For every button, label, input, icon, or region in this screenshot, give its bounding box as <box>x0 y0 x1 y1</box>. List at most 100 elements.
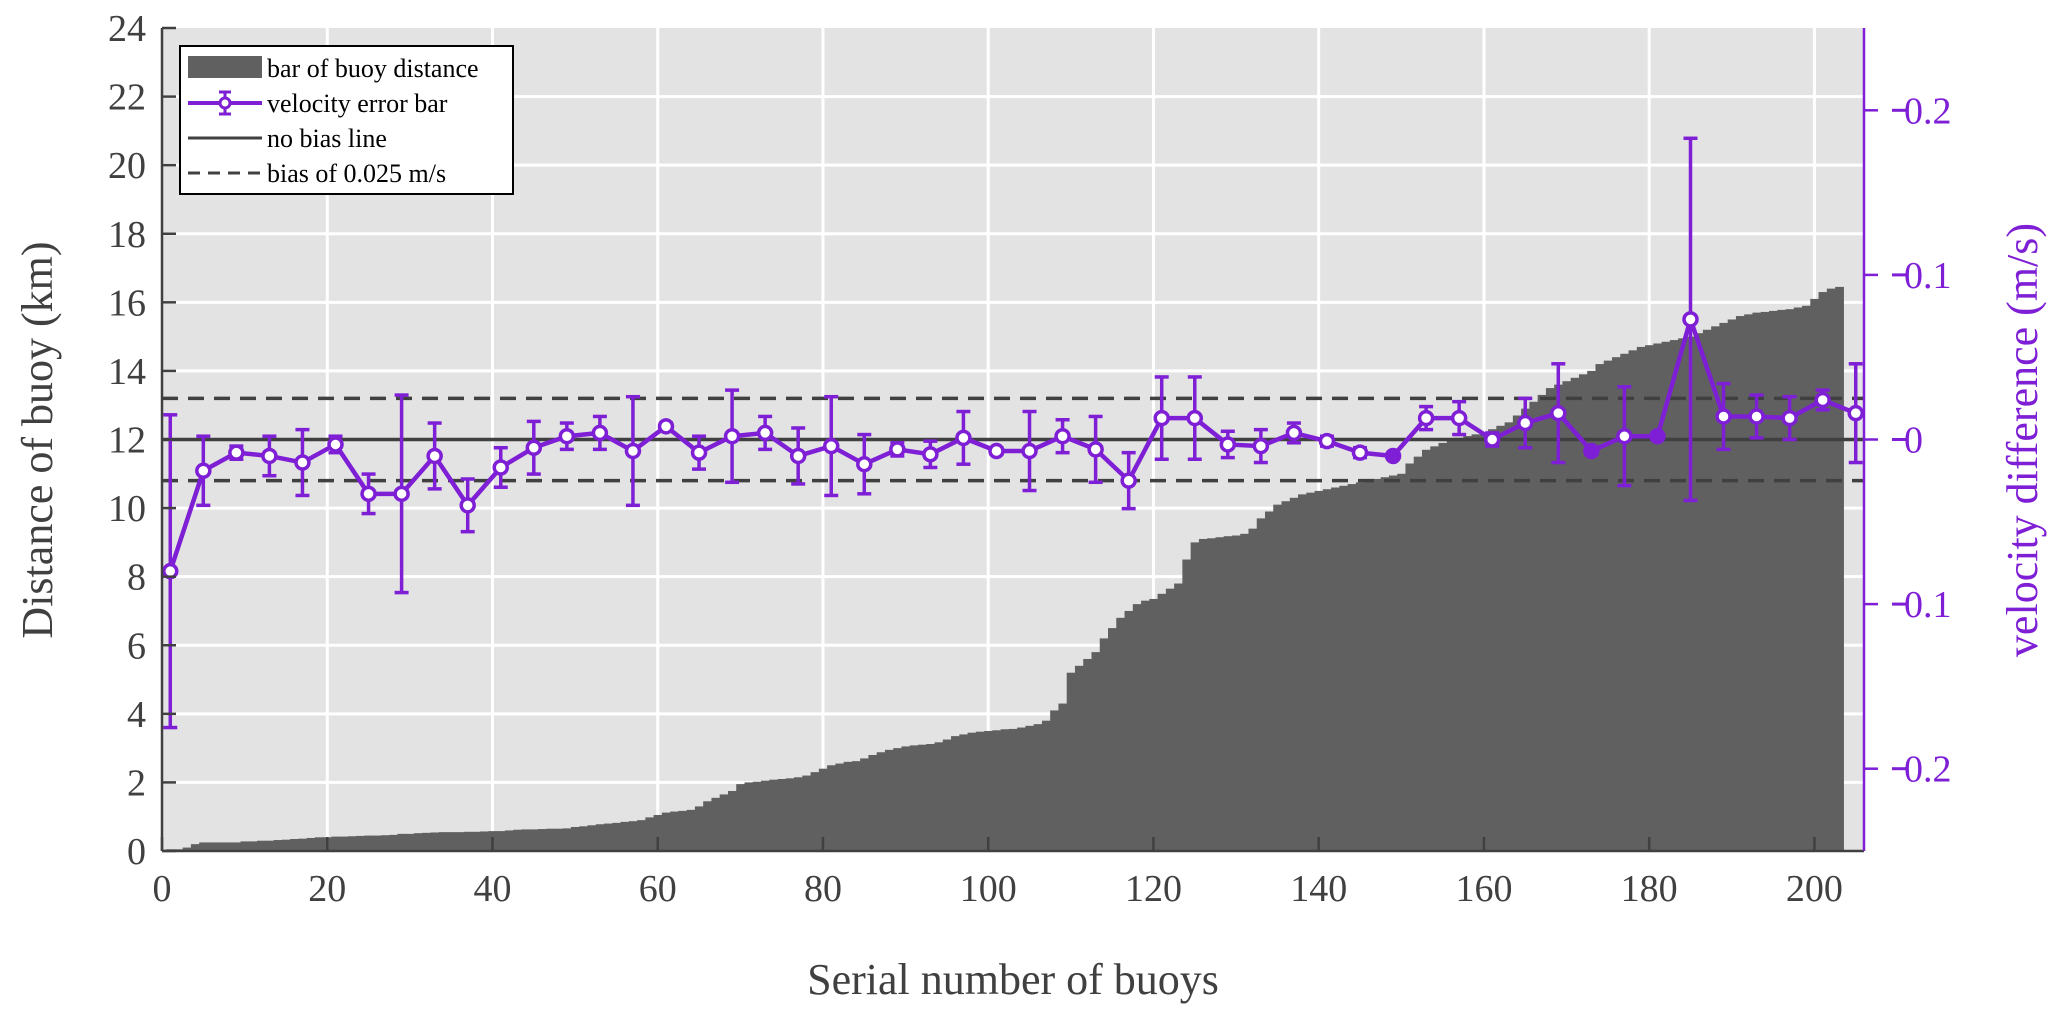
bar <box>1008 728 1018 851</box>
y-right-tick-label: 0.1 <box>1904 255 1952 297</box>
bar <box>1331 487 1340 851</box>
bar <box>587 825 597 851</box>
errorbar-marker <box>1054 427 1071 445</box>
bar <box>290 838 299 851</box>
bar <box>521 829 531 851</box>
bar <box>397 833 407 851</box>
bar <box>1108 628 1117 851</box>
bar <box>785 778 795 851</box>
bar <box>1025 725 1035 851</box>
bar <box>1628 350 1638 851</box>
legend-label-no-bias: no bias line <box>267 124 387 153</box>
errorbar-connecting-line <box>168 317 1857 572</box>
x-tick-label: 20 <box>308 868 346 910</box>
bar <box>876 752 886 851</box>
bar <box>389 834 399 851</box>
errorbar-marker <box>1153 409 1170 427</box>
bar <box>232 842 242 851</box>
bar <box>736 784 746 851</box>
legend: bar of buoy distance velocity error bar … <box>179 45 514 195</box>
bar <box>1810 298 1820 851</box>
x-tick-label: 180 <box>1621 868 1678 910</box>
bar <box>1289 497 1299 851</box>
bar <box>1595 364 1605 851</box>
bar <box>1752 312 1762 851</box>
bar <box>570 826 580 851</box>
bar <box>331 836 341 851</box>
bar <box>1835 286 1844 851</box>
bar <box>703 801 713 851</box>
bar <box>942 739 952 851</box>
bar <box>843 761 853 851</box>
bar <box>670 811 679 851</box>
bar <box>1207 538 1217 851</box>
bar <box>1430 446 1440 851</box>
bar <box>356 835 366 851</box>
errorbar-marker <box>1847 404 1864 422</box>
bar <box>1298 494 1307 851</box>
x-tick-label: 120 <box>1125 868 1182 910</box>
x-tick-label: 140 <box>1290 868 1347 910</box>
x-tick-label: 160 <box>1455 868 1512 910</box>
bar <box>1620 353 1630 851</box>
errorbar-marker <box>261 447 278 465</box>
bar <box>372 835 382 851</box>
bar <box>1686 336 1696 851</box>
bar <box>628 821 638 851</box>
bar <box>1645 345 1654 851</box>
bar <box>1760 311 1770 851</box>
bar <box>579 826 589 851</box>
bar <box>1669 340 1679 851</box>
y-right-tick-label: 0.1 <box>1904 584 1952 626</box>
bar <box>1347 484 1357 851</box>
bar <box>1017 727 1026 851</box>
errorbar-marker <box>789 447 807 465</box>
bar <box>339 836 349 851</box>
errorbar-marker <box>1715 408 1732 425</box>
bar <box>1223 536 1233 851</box>
x-tick-label: 60 <box>639 868 677 910</box>
bar <box>1149 598 1159 851</box>
bar <box>240 841 250 851</box>
bar <box>1554 384 1564 851</box>
bar <box>827 765 836 851</box>
errorbar-marker <box>1021 442 1038 460</box>
bar <box>1215 537 1225 851</box>
errorbar-marker <box>327 436 344 453</box>
errorbar-marker <box>1748 408 1765 425</box>
errorbar-series-velocity <box>162 136 1864 730</box>
x-tick-label: 100 <box>960 868 1017 910</box>
bar <box>1826 288 1836 851</box>
bar <box>1248 528 1258 851</box>
bar <box>529 829 539 851</box>
bar <box>1273 504 1283 851</box>
y-left-tick-label: 20 <box>108 145 146 187</box>
bar <box>777 778 787 851</box>
bar <box>1000 729 1010 851</box>
errorbar-marker <box>657 418 675 435</box>
bar <box>1157 593 1167 851</box>
bar <box>1537 394 1547 851</box>
bar <box>1793 307 1803 852</box>
bar <box>1768 310 1778 851</box>
bar <box>537 829 547 851</box>
bar <box>1744 314 1754 851</box>
bar <box>645 817 655 851</box>
bar <box>1777 309 1787 851</box>
bar <box>1802 305 1811 851</box>
bar <box>1504 422 1514 851</box>
bar <box>1339 485 1349 851</box>
bar <box>868 754 878 851</box>
bar <box>1562 381 1572 851</box>
errorbar-marker <box>1384 447 1402 465</box>
errorbar-marker <box>1087 441 1104 458</box>
bar <box>1785 309 1795 852</box>
bar <box>480 831 489 851</box>
bar <box>1421 449 1431 851</box>
bar <box>802 775 812 851</box>
errorbar-marker <box>1616 427 1633 445</box>
bar <box>727 790 737 851</box>
bar <box>1570 377 1580 851</box>
y-left-tick-label: 14 <box>108 351 146 393</box>
errorbar-marker <box>459 497 476 514</box>
